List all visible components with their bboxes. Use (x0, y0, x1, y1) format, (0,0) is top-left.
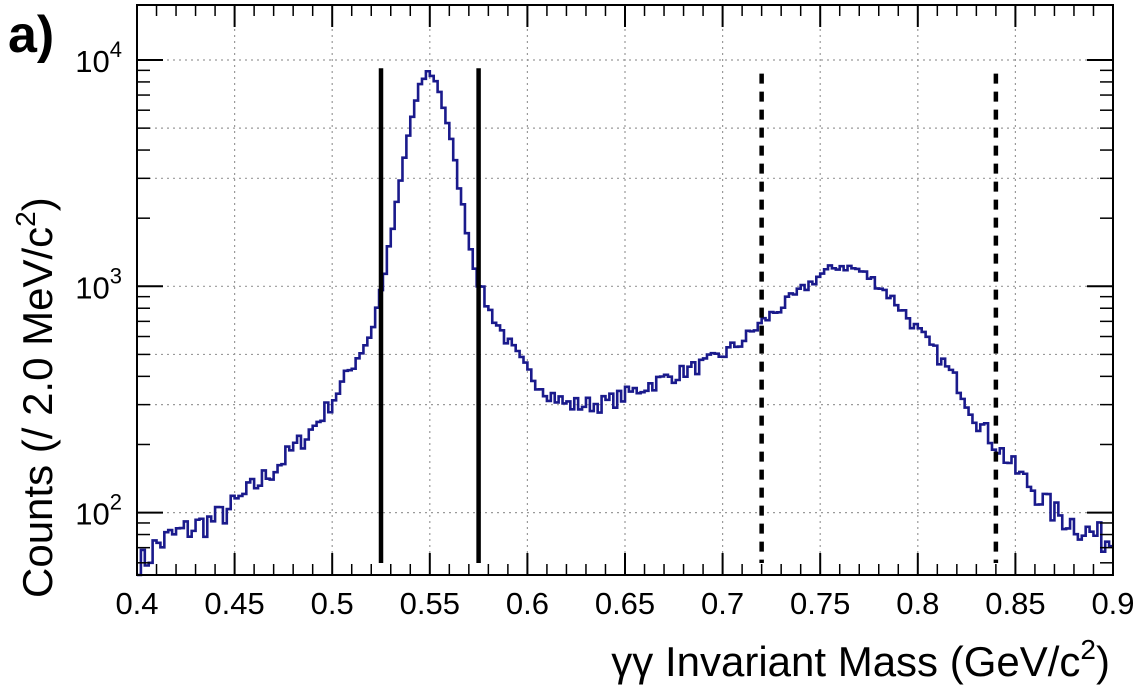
y-tick-label-base: 10 (75, 270, 109, 305)
x-tick-label: 0.8 (896, 586, 939, 621)
x-tick-label: 0.6 (506, 586, 549, 621)
y-tick-label-exponent: 4 (110, 37, 122, 62)
y-tick-label: 104 (75, 37, 122, 79)
grid (137, 5, 1113, 575)
y-tick-label-exponent: 2 (110, 490, 122, 515)
x-tick-label: 0.5 (311, 586, 354, 621)
x-tick-label: 0.85 (985, 586, 1045, 621)
x-tick-label: 0.45 (204, 586, 264, 621)
x-tick-labels: 0.4 0.45 0.5 0.55 0.6 0.65 0.7 0.75 0.8 0.85 0.9 (115, 586, 1134, 621)
x-axis-title-superscript: 2 (1080, 634, 1096, 665)
x-axis-title: γγ Invariant Mass (GeV/c2) (611, 634, 1110, 685)
y-tick-label-base: 10 (75, 44, 109, 79)
x-tick-label: 0.4 (115, 586, 158, 621)
x-tick-label: 0.55 (400, 586, 460, 621)
x-axis-title-closing: ) (1096, 638, 1110, 685)
data-series (137, 69, 1113, 577)
x-tick-label: 0.65 (595, 586, 655, 621)
y-tick-label-base: 10 (75, 497, 109, 532)
y-tick-label-exponent: 3 (110, 263, 122, 288)
panel-label: a) (8, 6, 54, 64)
y-axis-title-closing: ) (14, 197, 61, 211)
y-tick-label: 103 (75, 263, 122, 305)
x-tick-label: 0.7 (701, 586, 744, 621)
selection-cut-lines (378, 68, 999, 563)
y-tick-label: 102 (75, 490, 122, 532)
series-line (137, 69, 1113, 577)
axis-ticks (136, 5, 1114, 575)
x-tick-label: 0.75 (790, 586, 850, 621)
y-axis-title-superscript: 2 (10, 211, 41, 227)
y-axis-title: Counts (/ 2.0 MeV/c2) (10, 197, 61, 598)
x-tick-label: 0.9 (1091, 586, 1134, 621)
